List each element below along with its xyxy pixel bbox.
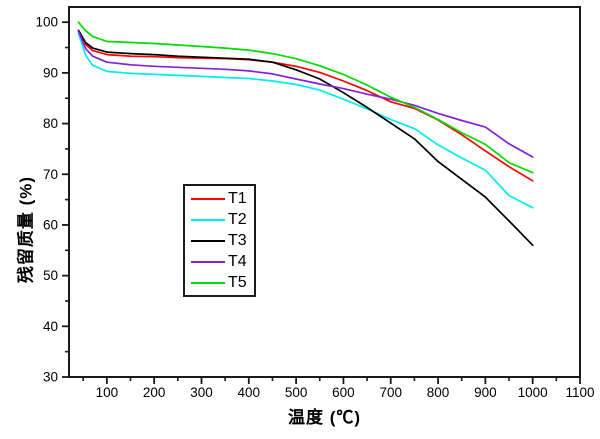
x-tick-label: 900	[474, 385, 497, 400]
y-tick-label: 80	[43, 116, 58, 131]
curve-T3	[77, 29, 534, 247]
legend-label: T1	[228, 189, 247, 207]
y-tick-label: 40	[43, 319, 58, 334]
y-axis-title: 残留质量 (%)	[16, 175, 36, 284]
curve-T4	[77, 30, 534, 158]
plot-frame	[68, 6, 581, 378]
legend-item-T3: T3	[185, 231, 254, 249]
x-tick-label: 600	[332, 385, 355, 400]
legend-item-T5: T5	[185, 273, 254, 291]
x-tick-label: 800	[427, 385, 450, 400]
x-tick-label: 400	[238, 385, 261, 400]
y-tick-label: 100	[35, 15, 58, 30]
legend-label: T3	[228, 231, 247, 249]
y-tick-label: 70	[43, 167, 58, 182]
curve-T1	[77, 29, 534, 182]
legend-item-T1: T1	[185, 189, 254, 207]
x-axis-title: 温度 (℃)	[287, 408, 362, 427]
legend-item-T2: T2	[185, 210, 254, 228]
y-tick-label: 60	[43, 217, 58, 232]
x-tick-label: 1000	[518, 385, 548, 400]
x-tick-label: 500	[285, 385, 308, 400]
legend-label: T4	[228, 252, 247, 270]
curve-T5	[77, 21, 534, 174]
x-tick-label: 300	[190, 385, 213, 400]
legend-line-T3	[191, 239, 225, 242]
legend-label: T5	[228, 273, 247, 291]
legend-label: T2	[228, 210, 247, 228]
legend-line-T2	[191, 218, 225, 221]
curve-T2	[77, 32, 534, 209]
legend-line-T5	[191, 281, 225, 284]
y-tick-label: 50	[43, 268, 58, 283]
x-tick-label: 200	[143, 385, 166, 400]
x-tick-label: 1100	[565, 385, 594, 400]
y-tick-label: 90	[43, 65, 58, 80]
legend-line-T4	[191, 260, 225, 263]
legend: T1 T2 T3 T4 T5	[183, 184, 256, 297]
x-tick-label: 100	[96, 385, 119, 400]
legend-item-T4: T4	[185, 252, 254, 270]
legend-line-T1	[191, 197, 225, 200]
y-tick-label: 30	[43, 370, 58, 385]
x-tick-label: 700	[379, 385, 402, 400]
